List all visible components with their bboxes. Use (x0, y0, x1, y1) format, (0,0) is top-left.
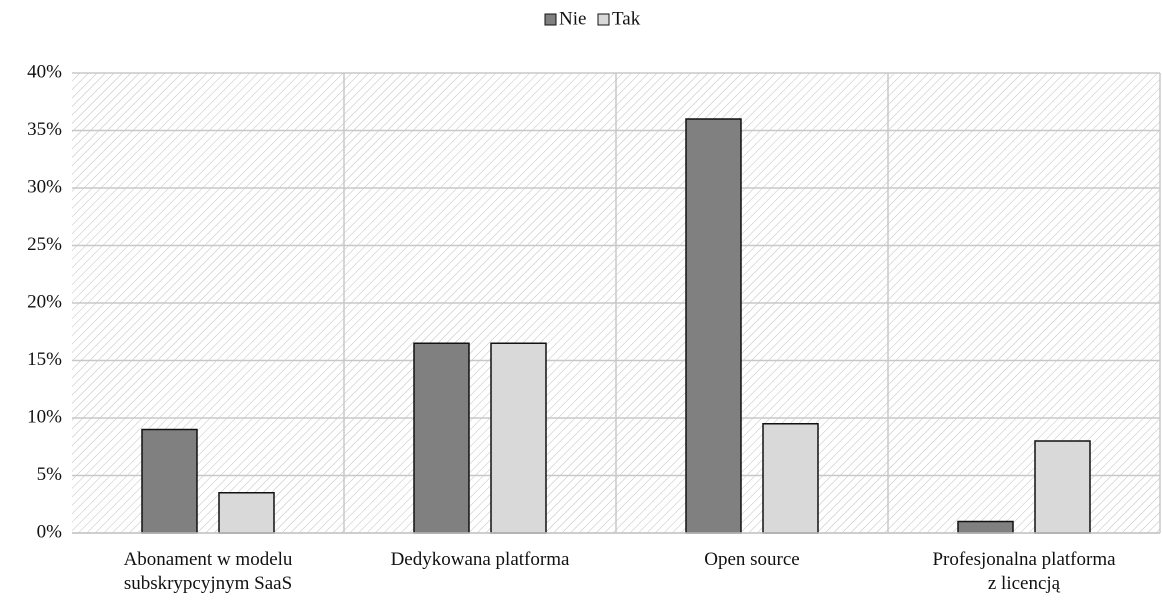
bar (685, 118, 742, 534)
bar (218, 492, 275, 534)
x-tick-label: Profesjonalna platforma z licencją (932, 549, 1116, 594)
y-tick-label: 30% (27, 176, 62, 197)
bar (413, 342, 470, 534)
x-tick-label: Abonament w modelu subskrypcyjnym SaaS (124, 549, 293, 594)
x-tick-label: Open source (704, 549, 800, 570)
legend-swatch (597, 13, 610, 26)
bar (1034, 440, 1091, 534)
y-tick-label: 0% (37, 521, 63, 542)
x-tick-label-line: subskrypcyjnym SaaS (124, 573, 292, 594)
x-tick-label-line: z licencją (988, 573, 1061, 594)
y-tick-label: 10% (27, 406, 62, 427)
legend-label: Nie (559, 8, 586, 29)
y-tick-label: 5% (37, 464, 63, 485)
bar (490, 342, 547, 534)
x-tick-label-line: Open source (704, 549, 800, 570)
y-tick-label: 40% (27, 61, 62, 82)
y-tick-label: 15% (27, 349, 62, 370)
bar (762, 423, 819, 534)
x-tick-label: Dedykowana platforma (391, 549, 570, 570)
legend-label: Tak (612, 8, 641, 29)
y-tick-label: 20% (27, 291, 62, 312)
bar (957, 520, 1014, 534)
legend-swatch (544, 13, 557, 26)
bar (141, 428, 198, 534)
x-tick-label-line: Dedykowana platforma (391, 549, 570, 570)
y-tick-label: 35% (27, 119, 62, 140)
x-tick-label-line: Abonament w modelu (124, 549, 293, 570)
x-tick-label-line: Profesjonalna platforma (932, 549, 1116, 570)
y-tick-label: 25% (27, 234, 62, 255)
